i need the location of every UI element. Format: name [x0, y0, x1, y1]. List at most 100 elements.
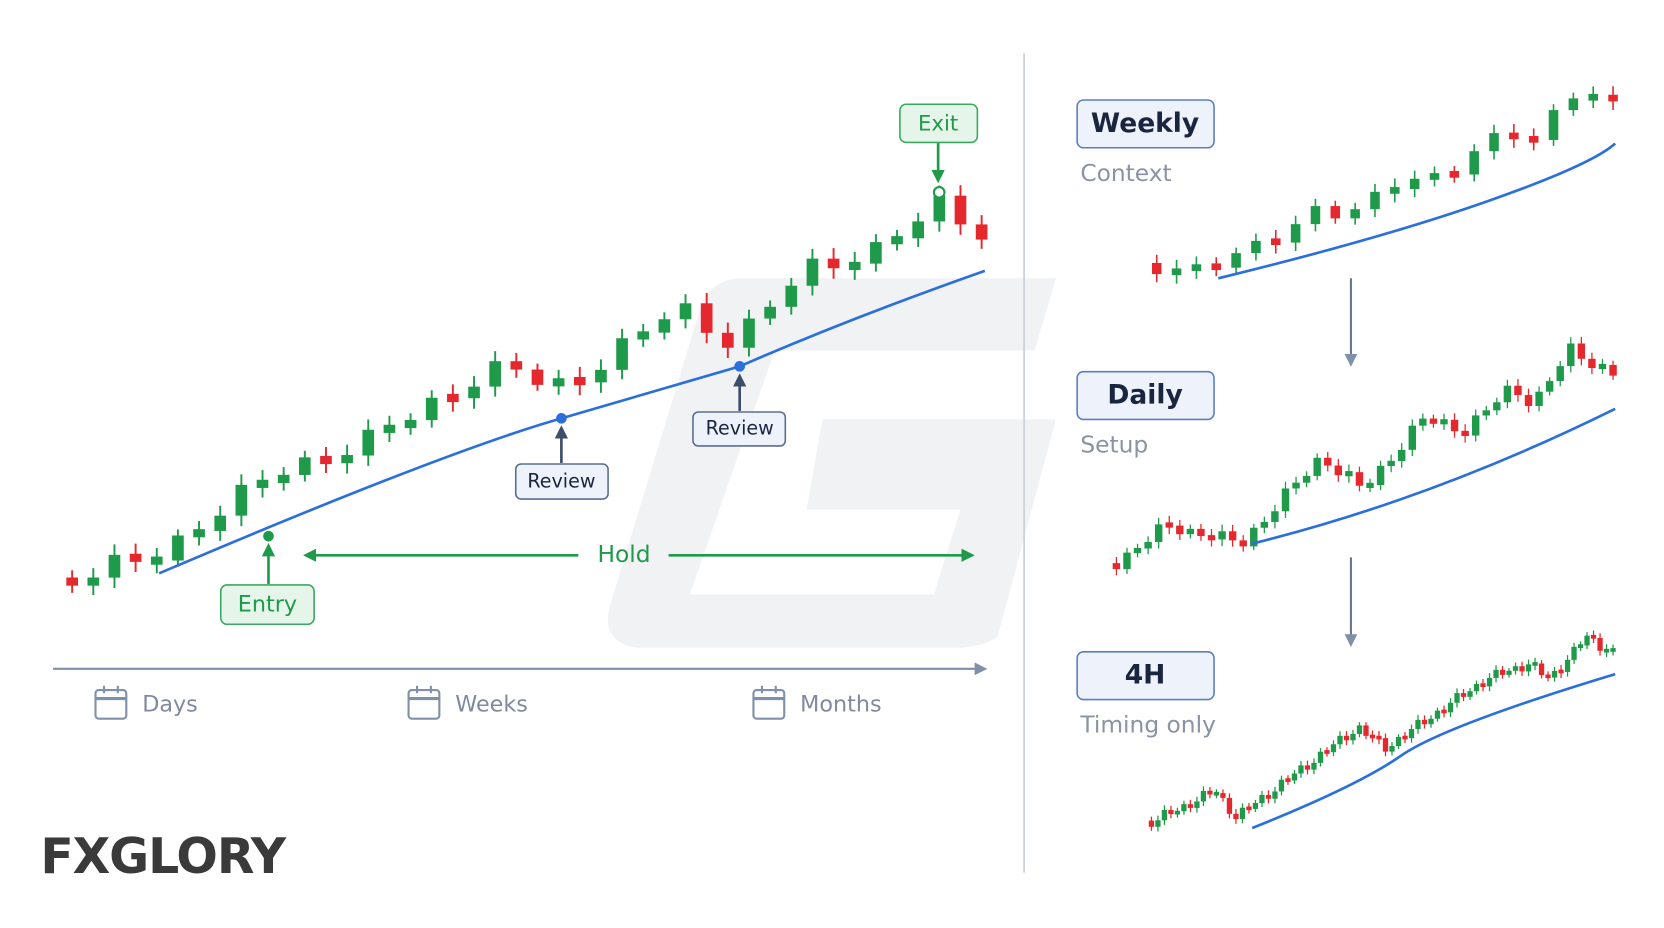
candle-body — [1187, 804, 1194, 808]
candle-body — [1564, 659, 1571, 672]
candle-body — [1350, 734, 1356, 741]
candle-body — [1603, 648, 1610, 653]
candle-body — [1524, 395, 1533, 406]
candle-body — [1207, 790, 1213, 795]
exit-label: Exit — [918, 111, 958, 136]
candle-body — [1584, 635, 1590, 646]
candle-body — [1161, 809, 1168, 821]
candle-body — [1330, 206, 1341, 219]
candle-body — [129, 553, 142, 562]
candle-body — [1556, 366, 1564, 382]
candle-body — [1441, 709, 1447, 714]
candle-body — [1493, 669, 1499, 678]
candle-body — [1415, 719, 1421, 730]
candle-body — [806, 258, 819, 286]
exit-dot — [932, 185, 946, 199]
candle-body — [1471, 415, 1480, 436]
candle-body — [1467, 691, 1473, 697]
candle-body — [1548, 110, 1559, 140]
candle-body — [1292, 482, 1300, 489]
candle-body — [827, 258, 840, 269]
candle-body — [1345, 471, 1353, 477]
candle-body — [1133, 547, 1142, 554]
candle-body — [1493, 402, 1501, 411]
candle-body — [1194, 801, 1200, 808]
candle-body — [1429, 173, 1440, 180]
candle-body — [1528, 136, 1539, 143]
review-dot — [556, 413, 567, 424]
candle-body — [341, 455, 353, 464]
candle-body — [743, 318, 755, 348]
candle-body — [1112, 563, 1121, 570]
candle-body — [1409, 178, 1420, 190]
review-box — [514, 463, 609, 500]
candle-body — [150, 556, 163, 565]
candle-body — [848, 261, 861, 271]
calendar-icon — [94, 688, 128, 720]
candle-body — [1551, 671, 1558, 678]
timeline-label: Days — [142, 691, 198, 717]
candle-body — [1525, 664, 1532, 672]
candle-body — [1324, 750, 1330, 754]
candle-body — [1567, 343, 1575, 367]
candle-body — [1376, 735, 1382, 740]
candle-body — [1239, 540, 1247, 547]
candle-body — [1251, 240, 1261, 254]
candle-body — [362, 429, 375, 456]
timeframe-box — [1076, 370, 1215, 421]
candle-body — [1449, 171, 1460, 178]
candle-body — [1461, 430, 1469, 437]
candle-body — [912, 221, 925, 239]
candle-body — [1260, 521, 1269, 528]
candle-body — [1489, 133, 1499, 152]
candle-body — [1272, 791, 1278, 799]
candle-body — [1304, 765, 1311, 770]
candle-body — [1387, 460, 1395, 467]
candle-body — [1469, 151, 1479, 175]
candle-body — [1246, 806, 1252, 811]
candle-body — [1506, 670, 1512, 675]
candle-body — [933, 195, 946, 222]
candle-body — [1281, 488, 1290, 512]
timeframe-caption: Setup — [1080, 430, 1148, 458]
candle-body — [573, 376, 586, 386]
exit-box — [899, 103, 979, 144]
candle-body — [1588, 93, 1598, 101]
candle-body — [1395, 737, 1402, 747]
candle-body — [1509, 132, 1519, 140]
candle-body — [1408, 729, 1415, 739]
candle-body — [1231, 253, 1241, 268]
candle-body — [1334, 465, 1343, 476]
candle-body — [637, 331, 650, 340]
entry-dot — [263, 530, 274, 542]
candle-body — [66, 577, 78, 586]
candle-body — [1186, 528, 1195, 535]
candle-body — [1597, 637, 1603, 651]
candle-body — [1252, 802, 1259, 809]
candle-body — [1389, 746, 1395, 752]
candle-body — [891, 236, 903, 245]
candle-body — [1343, 735, 1350, 741]
timeframe-label: Weekly — [1091, 108, 1199, 139]
candle-body — [1514, 385, 1522, 396]
candle-body — [1144, 542, 1152, 549]
candle-body — [235, 484, 248, 516]
candle-body — [658, 319, 671, 333]
candle-body — [1171, 268, 1182, 276]
candle-body — [1454, 693, 1460, 703]
candle-body — [1207, 535, 1216, 541]
candle-body — [1176, 525, 1184, 535]
review-dot — [734, 361, 745, 372]
candle-body — [1259, 794, 1265, 803]
candle-body — [1228, 531, 1237, 541]
timeline-label: Months — [800, 691, 881, 717]
candle-body — [975, 224, 988, 240]
candle-body — [1370, 191, 1380, 210]
review-label: Review — [527, 470, 595, 493]
candle-body — [595, 369, 607, 383]
candle-body — [1503, 385, 1512, 403]
candle-body — [1499, 669, 1506, 675]
watermark — [607, 278, 1056, 648]
candle-body — [1313, 457, 1321, 476]
candle-body — [1376, 465, 1385, 486]
